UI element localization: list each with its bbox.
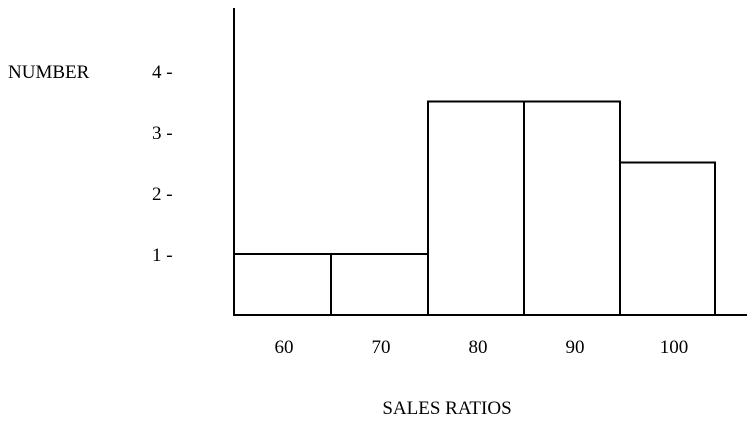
y-tick-label-3: 3 - — [152, 123, 173, 144]
y-tick-label-4: 4 - — [152, 62, 173, 83]
bar-90 — [523, 100, 621, 316]
y-tick-label-1: 1 - — [152, 245, 173, 266]
x-ticks-group: 60 70 80 90 100 — [275, 337, 689, 358]
y-ticks-group: 1 - 2 - 3 - 4 - — [152, 62, 173, 266]
bar-100 — [619, 161, 716, 316]
x-tick-label-80: 80 — [469, 337, 488, 358]
bar-80 — [427, 100, 525, 316]
x-tick-label-90: 90 — [566, 337, 585, 358]
y-tick-label-2: 2 - — [152, 184, 173, 205]
bar-70 — [330, 253, 429, 316]
y-axis-label: NUMBER — [8, 62, 90, 83]
x-tick-label-100: 100 — [660, 337, 689, 358]
bar-60 — [233, 253, 332, 316]
x-tick-label-70: 70 — [372, 337, 391, 358]
x-tick-label-60: 60 — [275, 337, 294, 358]
x-axis-label: SALES RATIOS — [382, 398, 511, 419]
bars-group — [233, 100, 716, 316]
